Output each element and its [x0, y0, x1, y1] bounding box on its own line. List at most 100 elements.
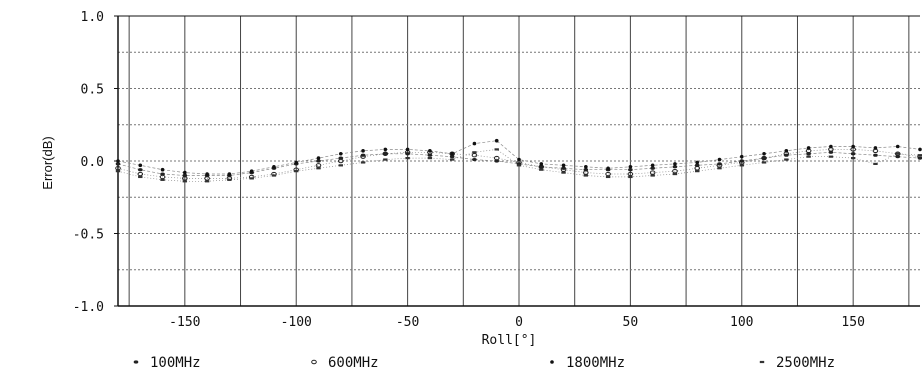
data-point [315, 163, 322, 168]
data-point [828, 155, 834, 158]
data-point [272, 165, 276, 169]
data-point [829, 144, 833, 149]
data-point [694, 163, 700, 167]
data-point [472, 141, 477, 146]
data-point [382, 151, 389, 156]
data-point [116, 159, 120, 163]
data-point [494, 148, 499, 151]
data-point [337, 158, 344, 164]
legend-label: 1800MHz [566, 355, 625, 371]
data-point [673, 162, 677, 166]
data-point [605, 175, 611, 179]
data-point [539, 168, 544, 171]
data-point [115, 166, 121, 171]
data-point [650, 163, 655, 168]
data-point [695, 170, 700, 173]
data-point [160, 172, 165, 176]
x-tick-label: 100 [730, 315, 753, 330]
data-point [360, 161, 366, 164]
data-point [182, 180, 188, 183]
data-point [650, 174, 655, 177]
x-tick-label: -50 [396, 315, 419, 330]
data-point [828, 150, 834, 154]
data-point [494, 138, 499, 143]
x-tick-labels: -150 -100 -50 0 50 100 150 [169, 315, 865, 330]
data-point [716, 163, 723, 168]
data-point [761, 155, 767, 161]
legend-item: 100MHz [133, 355, 201, 371]
data-point [204, 180, 210, 183]
data-point [316, 159, 321, 163]
legend-item: 600MHz [311, 355, 379, 371]
data-point [649, 170, 656, 175]
legend-label: 600MHz [328, 355, 379, 371]
x-tick-label: -100 [281, 315, 312, 330]
data-point [583, 174, 589, 177]
x-tick-label: 0 [515, 315, 523, 330]
data-point [627, 171, 634, 177]
x-tick-label: -150 [169, 315, 200, 330]
data-point [762, 151, 766, 156]
y-tick-label: -0.5 [73, 228, 104, 243]
data-point [383, 158, 388, 161]
data-point [550, 360, 554, 364]
data-point [895, 152, 900, 155]
data-point [516, 164, 522, 167]
data-point [672, 172, 678, 176]
data-point [873, 162, 878, 165]
data-point [561, 171, 566, 174]
data-point [338, 151, 343, 156]
data-point [249, 169, 254, 173]
data-point [133, 360, 139, 364]
data-point [159, 174, 166, 180]
y-tick-label: 1.0 [81, 10, 104, 25]
data-point [137, 171, 144, 177]
data-point [918, 147, 922, 152]
data-point [806, 155, 811, 158]
data-point [672, 168, 678, 174]
data-point [759, 360, 765, 364]
x-tick-label: 50 [623, 315, 639, 330]
data-point [606, 166, 610, 171]
data-point [873, 146, 878, 150]
data-point [583, 170, 589, 175]
data-point [316, 167, 321, 170]
data-point [493, 155, 500, 161]
legend-item: 1800MHz [550, 355, 625, 371]
x-axis-label: Roll[°] [482, 333, 537, 348]
data-point [517, 157, 521, 162]
data-point [360, 154, 366, 159]
data-point [138, 175, 143, 179]
data-point [917, 154, 922, 157]
data-point [739, 154, 744, 159]
y-tick-label: -1.0 [73, 300, 104, 315]
data-point [471, 153, 478, 158]
data-point [895, 144, 900, 149]
data-point [560, 167, 567, 172]
data-point [383, 147, 388, 152]
data-point [494, 159, 500, 163]
data-point [338, 156, 344, 160]
data-point [806, 146, 811, 150]
data-point [539, 162, 544, 166]
data-point [383, 152, 388, 156]
data-point [583, 168, 589, 172]
data-point [338, 164, 343, 167]
data-point [850, 152, 856, 156]
data-point [249, 177, 254, 180]
data-point [806, 152, 811, 156]
data-point [695, 160, 700, 165]
data-point [449, 155, 455, 159]
data-point [227, 172, 232, 176]
data-point [851, 144, 855, 149]
data-point [561, 163, 566, 168]
grid [118, 16, 920, 306]
data-point [472, 151, 477, 154]
data-point [605, 171, 611, 177]
y-tick-label: 0.0 [81, 155, 104, 170]
data-point [311, 359, 317, 365]
data-point [183, 170, 187, 175]
data-point [428, 149, 432, 153]
data-point [694, 166, 701, 171]
